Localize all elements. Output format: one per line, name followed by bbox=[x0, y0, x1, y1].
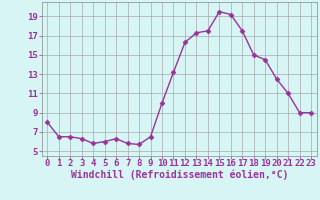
X-axis label: Windchill (Refroidissement éolien,°C): Windchill (Refroidissement éolien,°C) bbox=[70, 170, 288, 180]
